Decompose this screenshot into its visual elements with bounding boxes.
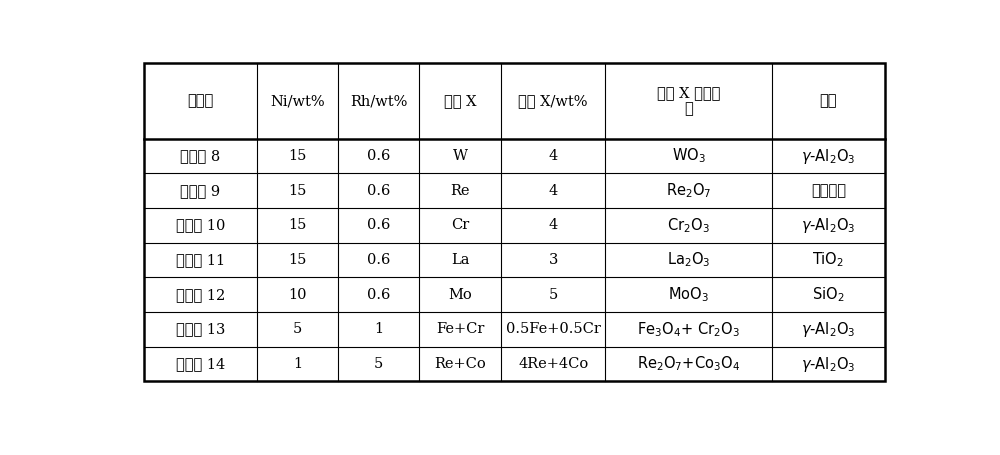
Text: Cr: Cr: [451, 218, 469, 233]
Text: Re: Re: [450, 184, 470, 198]
Text: MoO$_3$: MoO$_3$: [668, 285, 709, 304]
Text: 活性白土: 活性白土: [811, 184, 846, 198]
Text: 5: 5: [549, 288, 558, 302]
Text: 15: 15: [288, 184, 307, 198]
Text: Re$_2$O$_7$+Co$_3$O$_4$: Re$_2$O$_7$+Co$_3$O$_4$: [637, 355, 740, 374]
Text: 组分 X: 组分 X: [444, 94, 476, 108]
Text: $\gamma$-Al$_2$O$_3$: $\gamma$-Al$_2$O$_3$: [801, 147, 856, 166]
Text: 4Re+4Co: 4Re+4Co: [518, 357, 588, 371]
Text: 0.6: 0.6: [367, 253, 390, 267]
Text: 4: 4: [549, 184, 558, 198]
Text: 0.5Fe+0.5Cr: 0.5Fe+0.5Cr: [506, 323, 601, 336]
Text: 0.6: 0.6: [367, 288, 390, 302]
Text: 实施例 13: 实施例 13: [176, 323, 225, 336]
Text: 实施例 8: 实施例 8: [180, 149, 221, 163]
Text: 0.6: 0.6: [367, 149, 390, 163]
Text: 5: 5: [374, 357, 383, 371]
Text: 组分 X/wt%: 组分 X/wt%: [518, 94, 588, 108]
Text: Re$_2$O$_7$: Re$_2$O$_7$: [666, 182, 712, 200]
Text: 实施例 10: 实施例 10: [176, 218, 225, 233]
Text: 实施例 14: 实施例 14: [176, 357, 225, 371]
Text: $\gamma$-Al$_2$O$_3$: $\gamma$-Al$_2$O$_3$: [801, 354, 856, 374]
Text: Re+Co: Re+Co: [434, 357, 486, 371]
Text: La$_2$O$_3$: La$_2$O$_3$: [667, 251, 711, 269]
Text: 3: 3: [548, 253, 558, 267]
Text: SiO$_2$: SiO$_2$: [812, 285, 845, 304]
Text: Fe+Cr: Fe+Cr: [436, 323, 484, 336]
Text: W: W: [453, 149, 468, 163]
Text: Ni/wt%: Ni/wt%: [270, 94, 325, 108]
Text: 4: 4: [549, 149, 558, 163]
Text: WO$_3$: WO$_3$: [672, 147, 706, 165]
Text: 10: 10: [288, 288, 307, 302]
Text: Fe$_3$O$_4$+ Cr$_2$O$_3$: Fe$_3$O$_4$+ Cr$_2$O$_3$: [637, 320, 740, 339]
Text: 实施例 9: 实施例 9: [180, 184, 221, 198]
Text: Cr$_2$O$_3$: Cr$_2$O$_3$: [667, 216, 710, 235]
Text: 15: 15: [288, 218, 307, 233]
Text: 15: 15: [288, 253, 307, 267]
Text: 4: 4: [549, 218, 558, 233]
Text: 5: 5: [293, 323, 302, 336]
Text: 物: 物: [684, 102, 693, 116]
Text: 1: 1: [374, 323, 383, 336]
Text: 载体: 载体: [820, 94, 837, 108]
Text: TiO$_2$: TiO$_2$: [812, 251, 844, 269]
Text: 1: 1: [293, 357, 302, 371]
Text: 实施例: 实施例: [187, 94, 214, 108]
Text: La: La: [451, 253, 469, 267]
Text: Rh/wt%: Rh/wt%: [350, 94, 408, 108]
Text: 实施例 11: 实施例 11: [176, 253, 225, 267]
Text: 0.6: 0.6: [367, 184, 390, 198]
Text: 组分 X 的氧化: 组分 X 的氧化: [657, 86, 720, 100]
Text: Mo: Mo: [448, 288, 472, 302]
Text: $\gamma$-Al$_2$O$_3$: $\gamma$-Al$_2$O$_3$: [801, 216, 856, 235]
Text: $\gamma$-Al$_2$O$_3$: $\gamma$-Al$_2$O$_3$: [801, 320, 856, 339]
Text: 15: 15: [288, 149, 307, 163]
Text: 实施例 12: 实施例 12: [176, 288, 225, 302]
Text: 0.6: 0.6: [367, 218, 390, 233]
